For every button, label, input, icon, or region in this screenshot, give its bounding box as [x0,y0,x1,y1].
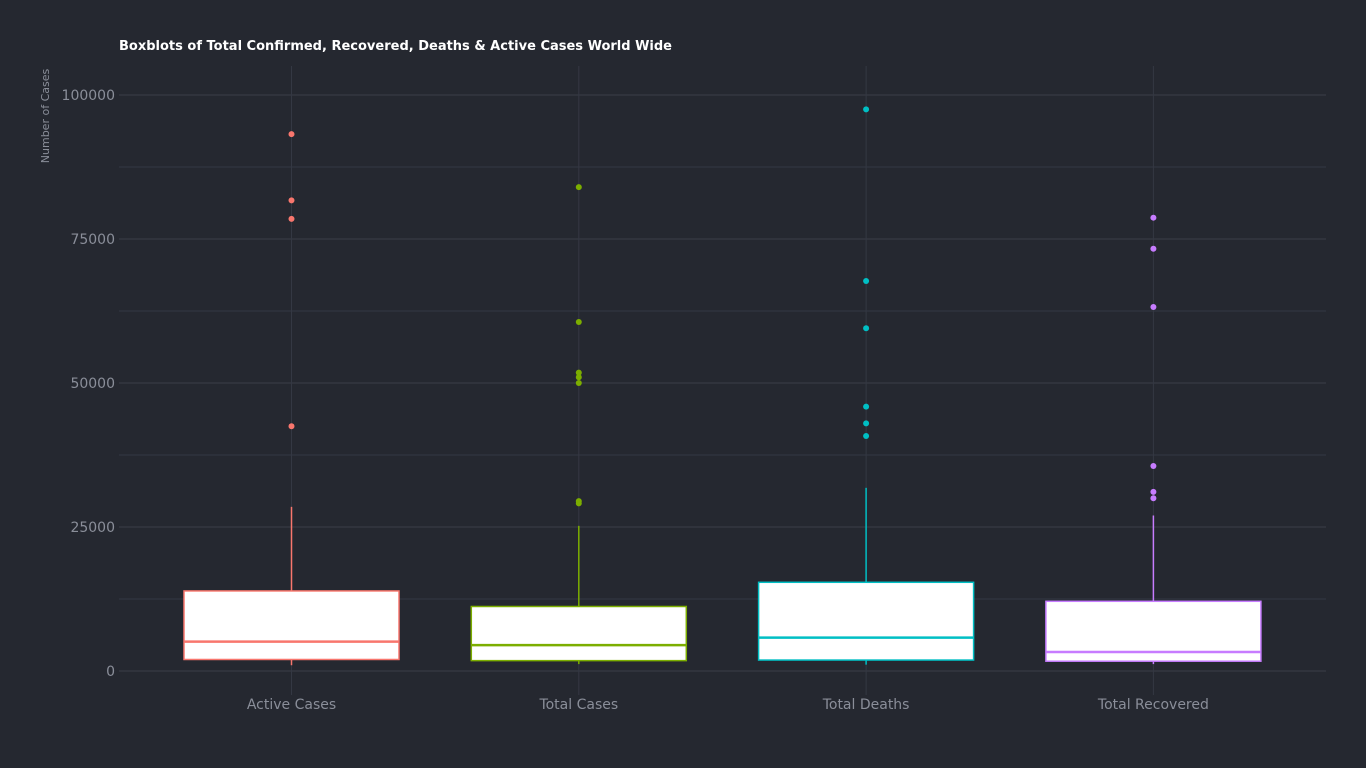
box-active-cases [183,131,400,666]
x-category-label: Active Cases [247,697,336,713]
y-tick-label: 100000 [62,88,115,104]
outlier-point [863,420,870,427]
x-axis-categories: Active Cases Total Cases Total Deaths Total… [247,697,1209,713]
outlier-point [1150,245,1157,252]
x-category-label: Total Deaths [822,697,910,713]
iqr-box [470,605,688,662]
outlier-point [863,278,870,285]
outlier-point [863,403,870,410]
box-total-deaths [757,106,975,665]
y-axis-ticks: 0 25000 50000 75000 100000 [62,88,115,680]
iqr-box [183,590,400,661]
outlier-point [575,500,582,507]
y-tick-label: 50000 [70,376,115,392]
y-tick-label: 0 [106,664,115,680]
outlier-point [1150,488,1157,495]
y-tick-label: 25000 [70,520,115,536]
outlier-point [288,131,295,138]
outlier-point [288,197,295,204]
outlier-point [288,215,295,222]
x-category-label: Total Recovered [1097,697,1209,713]
iqr-box [757,581,975,661]
x-category-label: Total Cases [538,697,618,713]
outlier-point [1150,214,1157,221]
outlier-point [863,432,870,439]
outlier-point [575,374,582,381]
outlier-point [1150,303,1157,310]
outlier-point [1150,495,1157,502]
outlier-point [575,318,582,325]
outlier-point [863,106,870,113]
box-total-cases [470,184,688,665]
y-axis-label: Number of Cases [39,69,52,164]
outlier-point [288,423,295,430]
outlier-point [863,325,870,332]
outlier-point [1150,462,1157,469]
y-tick-label: 75000 [70,232,115,248]
outlier-point [575,380,582,386]
outlier-point [575,369,582,376]
chart-title: Boxblots of Total Confirmed, Recovered, … [119,39,672,54]
outlier-point [575,184,582,191]
box-total-recovered [1045,214,1262,665]
boxes [183,106,1262,666]
